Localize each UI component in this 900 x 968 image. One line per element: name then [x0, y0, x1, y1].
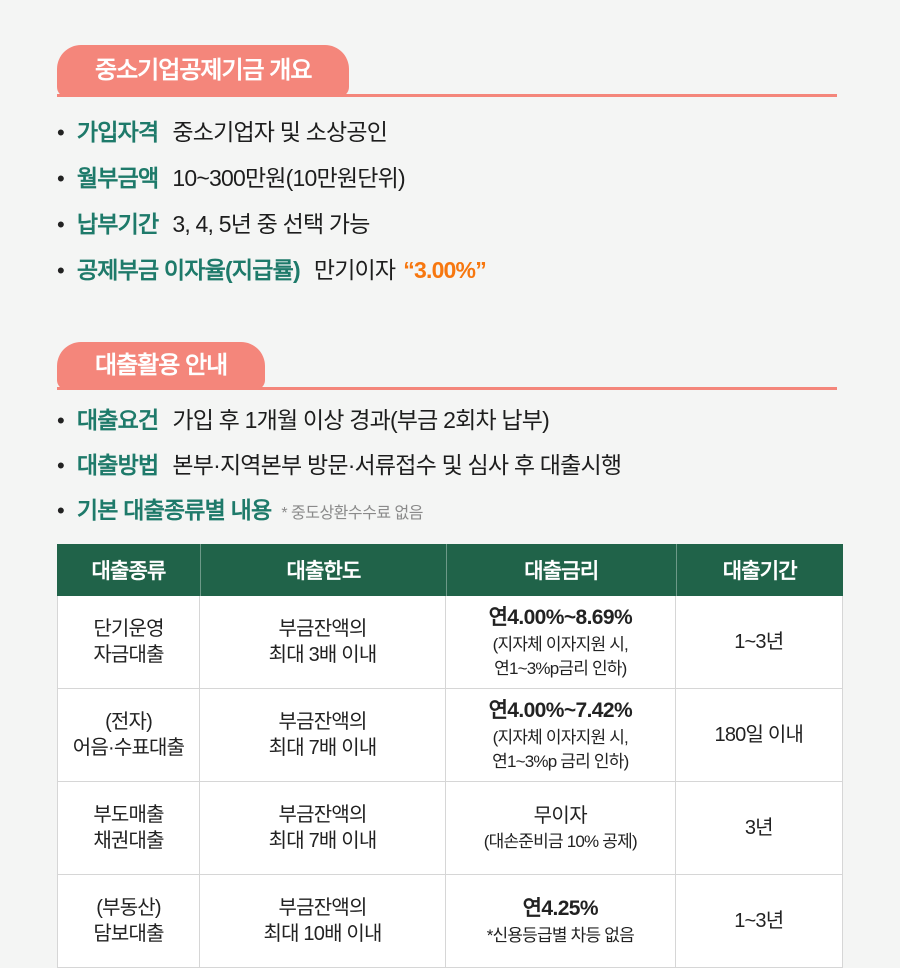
bullet-value: 3, 4, 5년 중 선택 가능: [172, 211, 370, 237]
cell-loan-rate: 연4.00%~8.69% (지자체 이자지원 시, 연1~3%p금리 인하): [446, 596, 676, 689]
bullet-value: 10~300만원(10만원단위): [172, 165, 405, 191]
cell-loan-rate: 연4.00%~7.42% (지자체 이자지원 시, 연1~3%p 금리 인하): [446, 689, 676, 782]
table-row-note-check-loan: (전자) 어음·수표대출 부금잔액의 최대 7배 이내 연4.00%~7.42% (…: [57, 689, 843, 782]
loan-header-underline: [57, 387, 837, 390]
cell-loan-period: 180일 이내: [675, 689, 843, 782]
loan-types-table: 대출종류 대출한도 대출금리 대출기간 단기운영 자금대출 부금잔액의 최대 3배 …: [57, 544, 843, 968]
overview-item-eligibility: • 가입자격 중소기업자 및 소상공인: [57, 118, 843, 147]
bullet-dot: •: [57, 212, 65, 237]
bullet-label: 납부기간: [76, 211, 159, 237]
loan-item-method: • 대출방법 본부·지역본부 방문·서류접수 및 심사 후 대출시행: [57, 451, 843, 480]
bullet-value: 본부·지역본부 방문·서류접수 및 심사 후 대출시행: [172, 452, 622, 478]
loan-item-requirement: • 대출요건 가입 후 1개월 이상 경과(부금 2회차 납부): [57, 406, 843, 435]
cell-loan-period: 1~3년: [675, 875, 843, 968]
bullet-label: 가입자격: [76, 119, 159, 145]
header-loan-period: 대출기간: [675, 544, 843, 596]
overview-item-interest-rate: • 공제부금 이자율(지급률) 만기이자 “3.00%”: [57, 256, 843, 285]
overview-section-header: 중소기업공제기금 개요: [57, 45, 843, 97]
table-row-bad-debt-loan: 부도매출 채권대출 부금잔액의 최대 7배 이내 무이자 (대손준비금 10% 공제…: [57, 782, 843, 875]
overview-item-monthly-amount: • 월부금액 10~300만원(10만원단위): [57, 164, 843, 193]
overview-badge: 중소기업공제기금 개요: [57, 45, 350, 97]
bullet-dot: •: [57, 453, 65, 478]
bullet-value: 중소기업자 및 소상공인: [172, 119, 388, 145]
bullet-value: 만기이자: [313, 257, 396, 283]
loan-badge: 대출활용 안내: [57, 342, 266, 390]
bullet-dot: •: [57, 166, 65, 191]
bullet-dot: •: [57, 408, 65, 433]
bullet-label: 월부금액: [76, 165, 159, 191]
bullet-dot: •: [57, 498, 65, 523]
bullet-label: 대출방법: [76, 452, 159, 478]
cell-loan-type: (전자) 어음·수표대출: [57, 689, 201, 782]
cell-loan-rate: 연4.25% *신용등급별 차등 없음: [446, 875, 676, 968]
interest-rate-highlight: “3.00%”: [403, 257, 486, 283]
no-prepayment-fee-note: * 중도상환수수료 없음: [281, 505, 423, 522]
bullet-label: 대출요건: [76, 407, 159, 433]
table-header-row: 대출종류 대출한도 대출금리 대출기간: [57, 544, 843, 596]
header-loan-limit: 대출한도: [200, 544, 447, 596]
header-loan-rate: 대출금리: [446, 544, 676, 596]
loan-item-types-heading: • 기본 대출종류별 내용 * 중도상환수수료 없음: [57, 496, 843, 528]
table-row-short-term-loan: 단기운영 자금대출 부금잔액의 최대 3배 이내 연4.00%~8.69% (지자체…: [57, 596, 843, 689]
bullet-label: 기본 대출종류별 내용: [76, 497, 272, 523]
loan-section-header: 대출활용 안내: [57, 342, 843, 390]
cell-loan-limit: 부금잔액의 최대 10배 이내: [200, 875, 447, 968]
cell-loan-period: 3년: [675, 782, 843, 875]
bullet-dot: •: [57, 258, 65, 283]
overview-bullet-list: • 가입자격 중소기업자 및 소상공인 • 월부금액 10~300만원(10만원…: [57, 118, 843, 285]
overview-header-underline: [57, 94, 837, 97]
cell-loan-limit: 부금잔액의 최대 7배 이내: [200, 782, 447, 875]
cell-loan-limit: 부금잔액의 최대 7배 이내: [200, 689, 447, 782]
table-row-mortgage-loan: (부동산) 담보대출 부금잔액의 최대 10배 이내 연4.25% *신용등급별 차…: [57, 875, 843, 968]
overview-item-payment-term: • 납부기간 3, 4, 5년 중 선택 가능: [57, 210, 843, 239]
cell-loan-type: (부동산) 담보대출: [57, 875, 201, 968]
cell-loan-rate: 무이자 (대손준비금 10% 공제): [446, 782, 676, 875]
bullet-dot: •: [57, 120, 65, 145]
bullet-label: 공제부금 이자율(지급률): [76, 257, 301, 283]
bullet-value: 가입 후 1개월 이상 경과(부금 2회차 납부): [172, 407, 550, 433]
cell-loan-limit: 부금잔액의 최대 3배 이내: [200, 596, 447, 689]
cell-loan-type: 부도매출 채권대출: [57, 782, 201, 875]
cell-loan-type: 단기운영 자금대출: [57, 596, 201, 689]
header-loan-type: 대출종류: [57, 544, 201, 596]
cell-loan-period: 1~3년: [675, 596, 843, 689]
loan-bullet-list: • 대출요건 가입 후 1개월 이상 경과(부금 2회차 납부) • 대출방법 …: [57, 406, 843, 528]
